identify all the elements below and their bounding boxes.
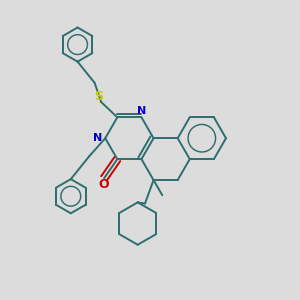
Text: N: N: [137, 106, 147, 116]
Text: S: S: [94, 91, 103, 103]
Text: O: O: [99, 178, 110, 191]
Text: N: N: [93, 133, 103, 143]
